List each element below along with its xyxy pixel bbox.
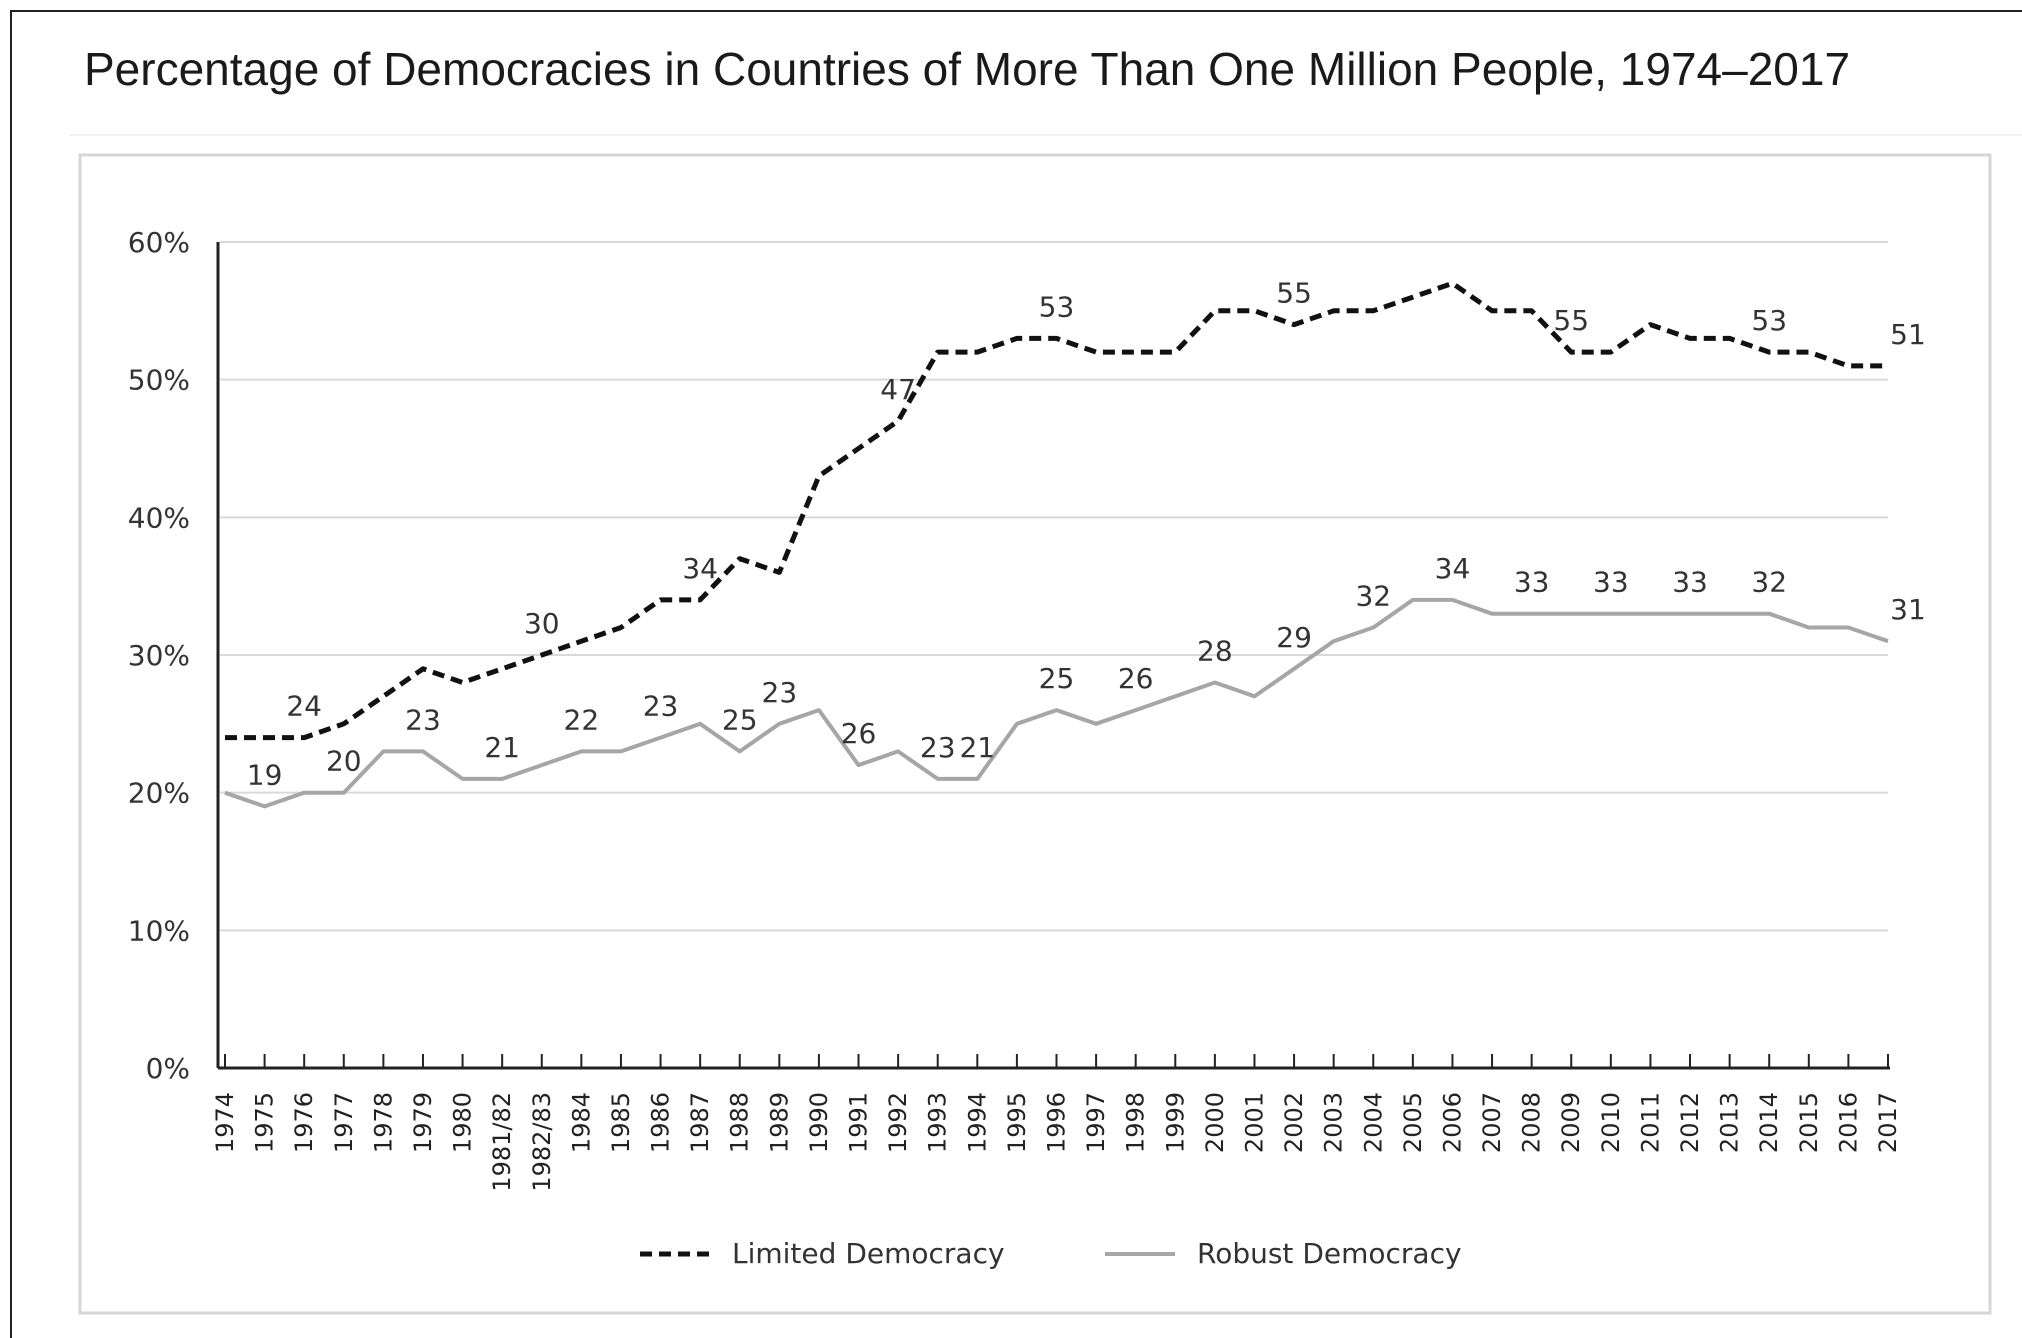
x-tick-label: 1980 [449, 1092, 477, 1153]
frame-top-border [10, 10, 2022, 12]
data-label: 53 [1039, 290, 1075, 323]
data-label: 47 [880, 373, 916, 406]
data-label: 24 [286, 690, 322, 723]
x-tick-label: 1994 [963, 1092, 991, 1153]
x-tick-label: 1977 [330, 1092, 358, 1153]
x-tick-label: 1995 [1003, 1092, 1031, 1153]
x-tick-label: 2015 [1795, 1092, 1823, 1153]
x-tick-label: 2005 [1399, 1092, 1427, 1153]
x-tick-label: 1999 [1161, 1092, 1189, 1153]
x-tick-label: 2004 [1359, 1092, 1387, 1153]
x-tick-label: 1986 [647, 1092, 675, 1153]
y-tick-label: 60% [128, 226, 190, 259]
data-label: 30 [524, 607, 560, 640]
data-label: 29 [1276, 621, 1312, 654]
data-label: 51 [1890, 318, 1926, 351]
x-tick-label: 2001 [1240, 1092, 1268, 1153]
x-tick-label: 1981/82 [488, 1092, 516, 1192]
data-label: 25 [1039, 662, 1075, 695]
x-tick-label: 1982/83 [528, 1092, 556, 1192]
series-line-robust-democracy [224, 597, 1889, 809]
legend-label: Limited Democracy [732, 1237, 1005, 1270]
data-label: 23 [762, 676, 798, 709]
data-label: 28 [1197, 635, 1233, 668]
series-lines [224, 280, 1889, 809]
x-tick-label: 1998 [1122, 1092, 1150, 1153]
series-line-limited-democracy [225, 280, 1888, 741]
x-tick-label: 2017 [1874, 1092, 1902, 1153]
data-label: 23 [405, 703, 441, 736]
data-label: 23 [920, 731, 956, 764]
data-label: 34 [682, 552, 718, 585]
x-tick-label: 2013 [1716, 1092, 1744, 1153]
data-label: 26 [841, 717, 877, 750]
x-tick-label: 1992 [884, 1092, 912, 1153]
x-tick-label: 1988 [726, 1092, 754, 1153]
data-label: 21 [959, 731, 995, 764]
y-tick-label: 10% [128, 914, 190, 947]
data-label: 34 [1435, 552, 1471, 585]
data-label: 20 [326, 745, 362, 778]
x-tick-label: 1996 [1043, 1092, 1071, 1153]
y-tick-label: 30% [128, 639, 190, 672]
data-label: 53 [1751, 304, 1787, 337]
x-tick-label: 2011 [1636, 1092, 1664, 1153]
data-label: 33 [1672, 566, 1708, 599]
x-tick-label: 1989 [765, 1092, 793, 1153]
x-tick-label: 1991 [845, 1092, 873, 1153]
x-tick-label: 1978 [369, 1092, 397, 1153]
y-tick-label: 40% [128, 501, 190, 534]
x-tick-label: 1993 [924, 1092, 952, 1153]
x-tick-label: 1974 [211, 1092, 239, 1153]
chart-title: Percentage of Democracies in Countries o… [84, 43, 1851, 95]
data-label: 55 [1276, 277, 1312, 310]
x-tick-label: 2016 [1834, 1092, 1862, 1153]
legend-label: Robust Democracy [1197, 1237, 1462, 1270]
y-axis: 0% 10% 20% 30% 40% 50% 60% [128, 226, 220, 1085]
legend: Limited Democracy Robust Democracy [640, 1237, 1462, 1270]
data-label: 25 [722, 703, 758, 736]
x-tick-label: 2007 [1478, 1092, 1506, 1153]
x-tick-label: 2002 [1280, 1092, 1308, 1153]
x-tick-label: 2012 [1676, 1092, 1704, 1153]
y-tick-label: 0% [146, 1052, 190, 1085]
x-tick-label: 1979 [409, 1092, 437, 1153]
x-tick-label: 1985 [607, 1092, 635, 1153]
x-tick-label: 2010 [1597, 1092, 1625, 1153]
x-tick-label: 2009 [1557, 1092, 1585, 1153]
data-label: 31 [1890, 593, 1926, 626]
x-tick-label: 2008 [1518, 1092, 1546, 1153]
x-tick-label: 1976 [290, 1092, 318, 1153]
title-divider [70, 134, 2022, 136]
x-axis: 1974 1975 1976 1977 1978 1979 1980 1981/82 1982/… [211, 1054, 1902, 1192]
data-label: 32 [1355, 579, 1391, 612]
data-label: 23 [643, 690, 679, 723]
gridlines [220, 241, 1888, 932]
x-tick-label: 2000 [1201, 1092, 1229, 1153]
data-label: 22 [564, 703, 600, 736]
data-label: 21 [484, 731, 520, 764]
x-tick-label: 2003 [1320, 1092, 1348, 1153]
data-label: 33 [1514, 566, 1550, 599]
x-tick-label: 1984 [567, 1092, 595, 1153]
x-tick-label: 2006 [1438, 1092, 1466, 1153]
chart-panel [78, 153, 1992, 1315]
x-tick-label: 1975 [251, 1092, 279, 1153]
data-label: 19 [247, 758, 283, 791]
data-label: 32 [1751, 566, 1787, 599]
frame-left-border [10, 10, 12, 1338]
x-tick-label: 1990 [805, 1092, 833, 1153]
data-label: 33 [1593, 566, 1629, 599]
x-tick-label: 2014 [1755, 1092, 1783, 1153]
y-tick-label: 20% [128, 777, 190, 810]
data-label: 26 [1118, 662, 1154, 695]
y-tick-label: 50% [128, 364, 190, 397]
data-label: 55 [1553, 304, 1589, 337]
x-tick-label: 1997 [1082, 1092, 1110, 1153]
x-tick-label: 1987 [686, 1092, 714, 1153]
